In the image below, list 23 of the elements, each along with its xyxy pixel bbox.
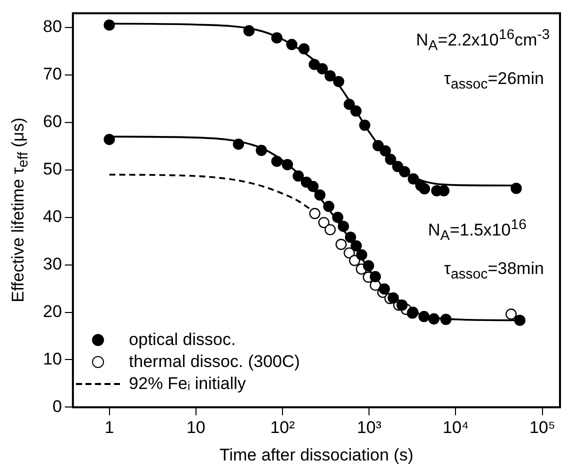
annotation: N$_{A}$=1.5x10$^{16}$ — [428, 217, 526, 244]
legend-label: 92% Feᵢ initially — [128, 374, 246, 394]
annotation: τ$_{assoc}$=38min — [444, 259, 544, 283]
y-tick-label: 80 — [42, 17, 62, 36]
y-tick-label: 0 — [52, 396, 62, 416]
y-tick-label: 40 — [42, 207, 62, 226]
legend-label: thermal dissoc. (300C) — [128, 352, 300, 372]
x-axis-title: Time after dissociation (s) — [219, 445, 414, 464]
y-tick-label: 50 — [42, 160, 62, 179]
x-tick-label: 10⁵ — [529, 418, 556, 438]
y-tick-label: 30 — [42, 254, 62, 274]
y-tick-label: 20 — [42, 302, 62, 321]
x-tick-label: 10⁴ — [442, 418, 469, 438]
x-tick-label: 10³ — [356, 418, 382, 438]
annotation: N$_{A}$=2.2x10$^{16}$cm$^{-3}$ — [416, 27, 550, 54]
x-tick-label: 1 — [104, 418, 114, 438]
annotation: τ$_{assoc}$=26min — [444, 69, 544, 93]
legend-label: optical dissoc. — [128, 330, 236, 350]
x-tick-label: 10 — [186, 418, 206, 438]
y-tick-label: 60 — [42, 112, 62, 132]
y-tick-label: 10 — [42, 349, 62, 368]
x-tick-label: 10² — [270, 418, 296, 438]
y-tick-label: 70 — [42, 64, 62, 84]
